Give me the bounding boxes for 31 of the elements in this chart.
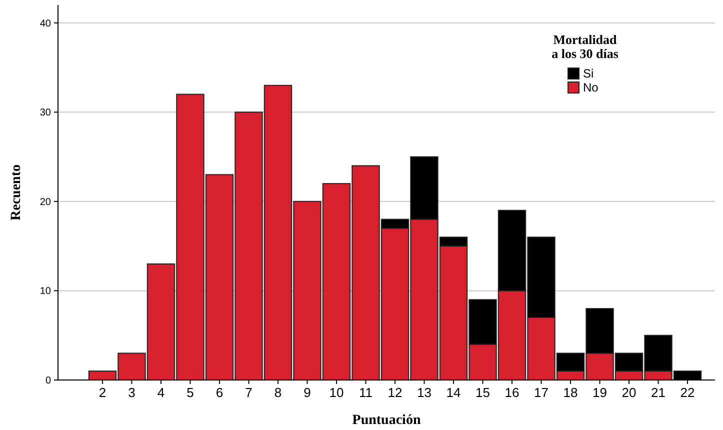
x-tick-label: 5 bbox=[186, 385, 194, 400]
x-tick-label: 7 bbox=[245, 385, 252, 400]
legend-label: No bbox=[583, 80, 599, 94]
y-tick-label: 20 bbox=[40, 196, 52, 208]
x-tick-label: 3 bbox=[128, 385, 136, 400]
x-tick-label: 8 bbox=[274, 385, 282, 400]
x-tick-label: 18 bbox=[563, 385, 578, 400]
legend-label: Si bbox=[583, 66, 594, 80]
x-tick-label: 13 bbox=[417, 385, 432, 400]
x-tick-label: 12 bbox=[388, 385, 402, 400]
legend-title: Mortalidad a los 30 días bbox=[552, 32, 618, 61]
y-tick-label: 0 bbox=[45, 376, 52, 386]
x-tick-label: 6 bbox=[216, 385, 224, 400]
x-tick-label: 17 bbox=[534, 385, 548, 400]
x-tick-label: 2 bbox=[98, 385, 106, 400]
x-tick-label: 20 bbox=[622, 385, 636, 400]
y-tick-label: 10 bbox=[40, 286, 52, 298]
y-axis-title: Recuento bbox=[9, 164, 24, 220]
x-axis-title: Puntuación bbox=[352, 413, 421, 428]
x-tick-label: 16 bbox=[504, 385, 520, 400]
x-tick-label: 10 bbox=[329, 385, 344, 400]
x-tick-label: 21 bbox=[651, 385, 666, 400]
x-tick-label: 9 bbox=[304, 385, 311, 400]
x-tick-label: 4 bbox=[157, 385, 165, 400]
x-tick-label: 11 bbox=[359, 385, 372, 400]
x-tick-label: 19 bbox=[592, 385, 607, 400]
y-tick-label: 30 bbox=[40, 108, 52, 119]
y-tick-label: 40 bbox=[40, 18, 52, 30]
x-tick-label: 15 bbox=[476, 385, 490, 400]
x-tick-label: 14 bbox=[446, 385, 461, 400]
x-tick-label: 22 bbox=[680, 385, 695, 400]
